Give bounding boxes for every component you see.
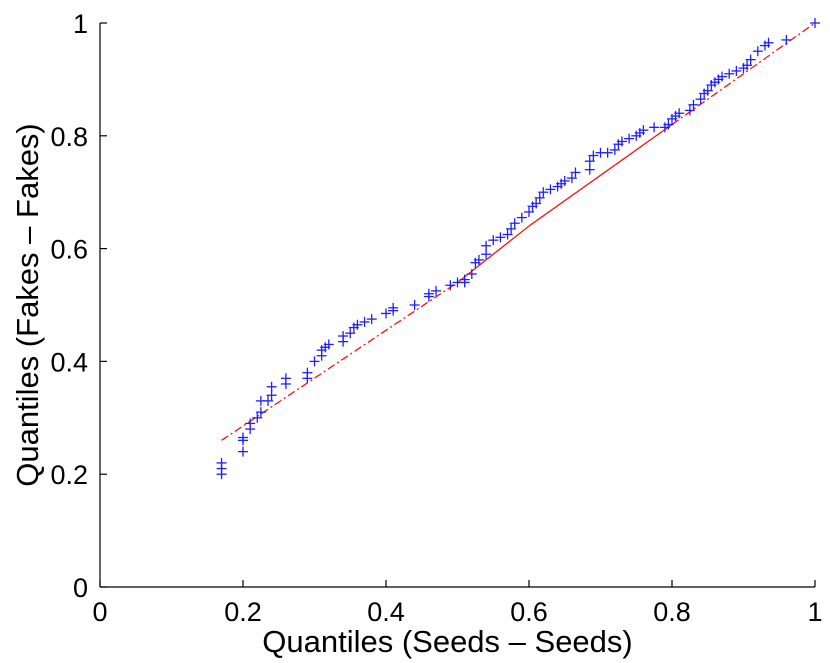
data-point xyxy=(423,288,434,299)
data-point xyxy=(745,54,756,65)
data-point xyxy=(459,274,470,285)
data-point xyxy=(524,206,534,217)
data-point xyxy=(717,71,728,82)
y-tick-label: 0.4 xyxy=(50,347,88,377)
data-point xyxy=(638,125,649,136)
data-point xyxy=(688,99,699,110)
data-point xyxy=(252,412,263,423)
data-point xyxy=(338,331,349,342)
data-point xyxy=(570,167,581,178)
y-tick-label: 0.2 xyxy=(50,460,88,490)
data-point xyxy=(266,390,277,401)
data-point xyxy=(538,187,549,198)
x-tick-label: 0 xyxy=(92,597,107,627)
data-points xyxy=(216,18,820,480)
data-point xyxy=(381,308,391,319)
data-point xyxy=(763,37,774,48)
data-point xyxy=(545,184,556,195)
x-tick-label: 0.2 xyxy=(224,597,262,627)
data-point xyxy=(481,249,492,260)
data-point xyxy=(238,446,248,457)
data-point xyxy=(602,147,613,158)
data-point xyxy=(684,105,695,116)
data-point xyxy=(488,235,499,246)
data-point xyxy=(345,328,356,339)
y-tick-label: 1 xyxy=(73,9,88,39)
data-point xyxy=(366,314,377,325)
data-point xyxy=(466,268,477,279)
data-point xyxy=(531,198,542,209)
data-point xyxy=(649,122,660,133)
axes xyxy=(99,23,815,588)
data-point xyxy=(506,223,517,234)
y-tick-label: 0.6 xyxy=(50,235,88,265)
data-point xyxy=(588,150,599,161)
ticks: 0 0.2 0.4 0.6 0.8 1 0 0.2 0.4 0.6 0.8 1 xyxy=(50,9,822,627)
data-point xyxy=(731,65,742,76)
data-point xyxy=(702,85,713,96)
data-point xyxy=(559,175,570,186)
data-point xyxy=(534,192,545,203)
data-point xyxy=(695,94,706,105)
data-point xyxy=(216,457,227,468)
data-point xyxy=(566,173,577,184)
data-point xyxy=(445,280,456,291)
data-point xyxy=(309,356,320,367)
data-point xyxy=(516,212,527,223)
data-point xyxy=(624,133,635,144)
data-point xyxy=(616,136,627,147)
data-point xyxy=(674,108,685,119)
data-point xyxy=(810,18,820,28)
reference-line-segment xyxy=(221,281,458,441)
data-point xyxy=(481,240,492,251)
data-point xyxy=(495,232,506,243)
y-axis-title: Quantiles (Fakes – Fakes) xyxy=(10,123,45,487)
data-point xyxy=(752,46,763,57)
x-tick-label: 0.6 xyxy=(510,597,548,627)
data-point xyxy=(302,367,313,378)
data-point xyxy=(509,218,520,229)
data-point xyxy=(245,418,256,429)
data-point xyxy=(238,432,248,443)
reference-line-segment xyxy=(457,225,530,283)
data-point xyxy=(473,254,484,265)
data-point xyxy=(359,316,370,327)
data-point xyxy=(584,156,595,167)
data-point xyxy=(609,144,620,155)
data-point xyxy=(663,119,674,130)
data-point xyxy=(431,285,442,296)
x-tick-label: 0.8 xyxy=(653,597,691,627)
data-point xyxy=(280,373,291,384)
data-point xyxy=(266,381,277,392)
y-tick-label: 0 xyxy=(73,573,88,603)
x-tick-label: 0.4 xyxy=(367,597,405,627)
reference-line-segment xyxy=(528,124,673,227)
data-point xyxy=(502,229,513,240)
data-point xyxy=(742,60,753,71)
y-tick-label: 0.8 xyxy=(50,122,88,152)
data-point xyxy=(263,395,274,406)
x-tick-label: 1 xyxy=(807,597,822,627)
x-axis-title: Quantiles (Seeds – Seeds) xyxy=(262,624,633,659)
data-point xyxy=(781,34,792,45)
data-point xyxy=(409,300,420,310)
data-point xyxy=(388,302,399,313)
data-point xyxy=(584,164,595,175)
data-point xyxy=(352,319,363,330)
data-point xyxy=(255,407,266,418)
data-point xyxy=(724,68,735,79)
data-point xyxy=(323,339,334,350)
